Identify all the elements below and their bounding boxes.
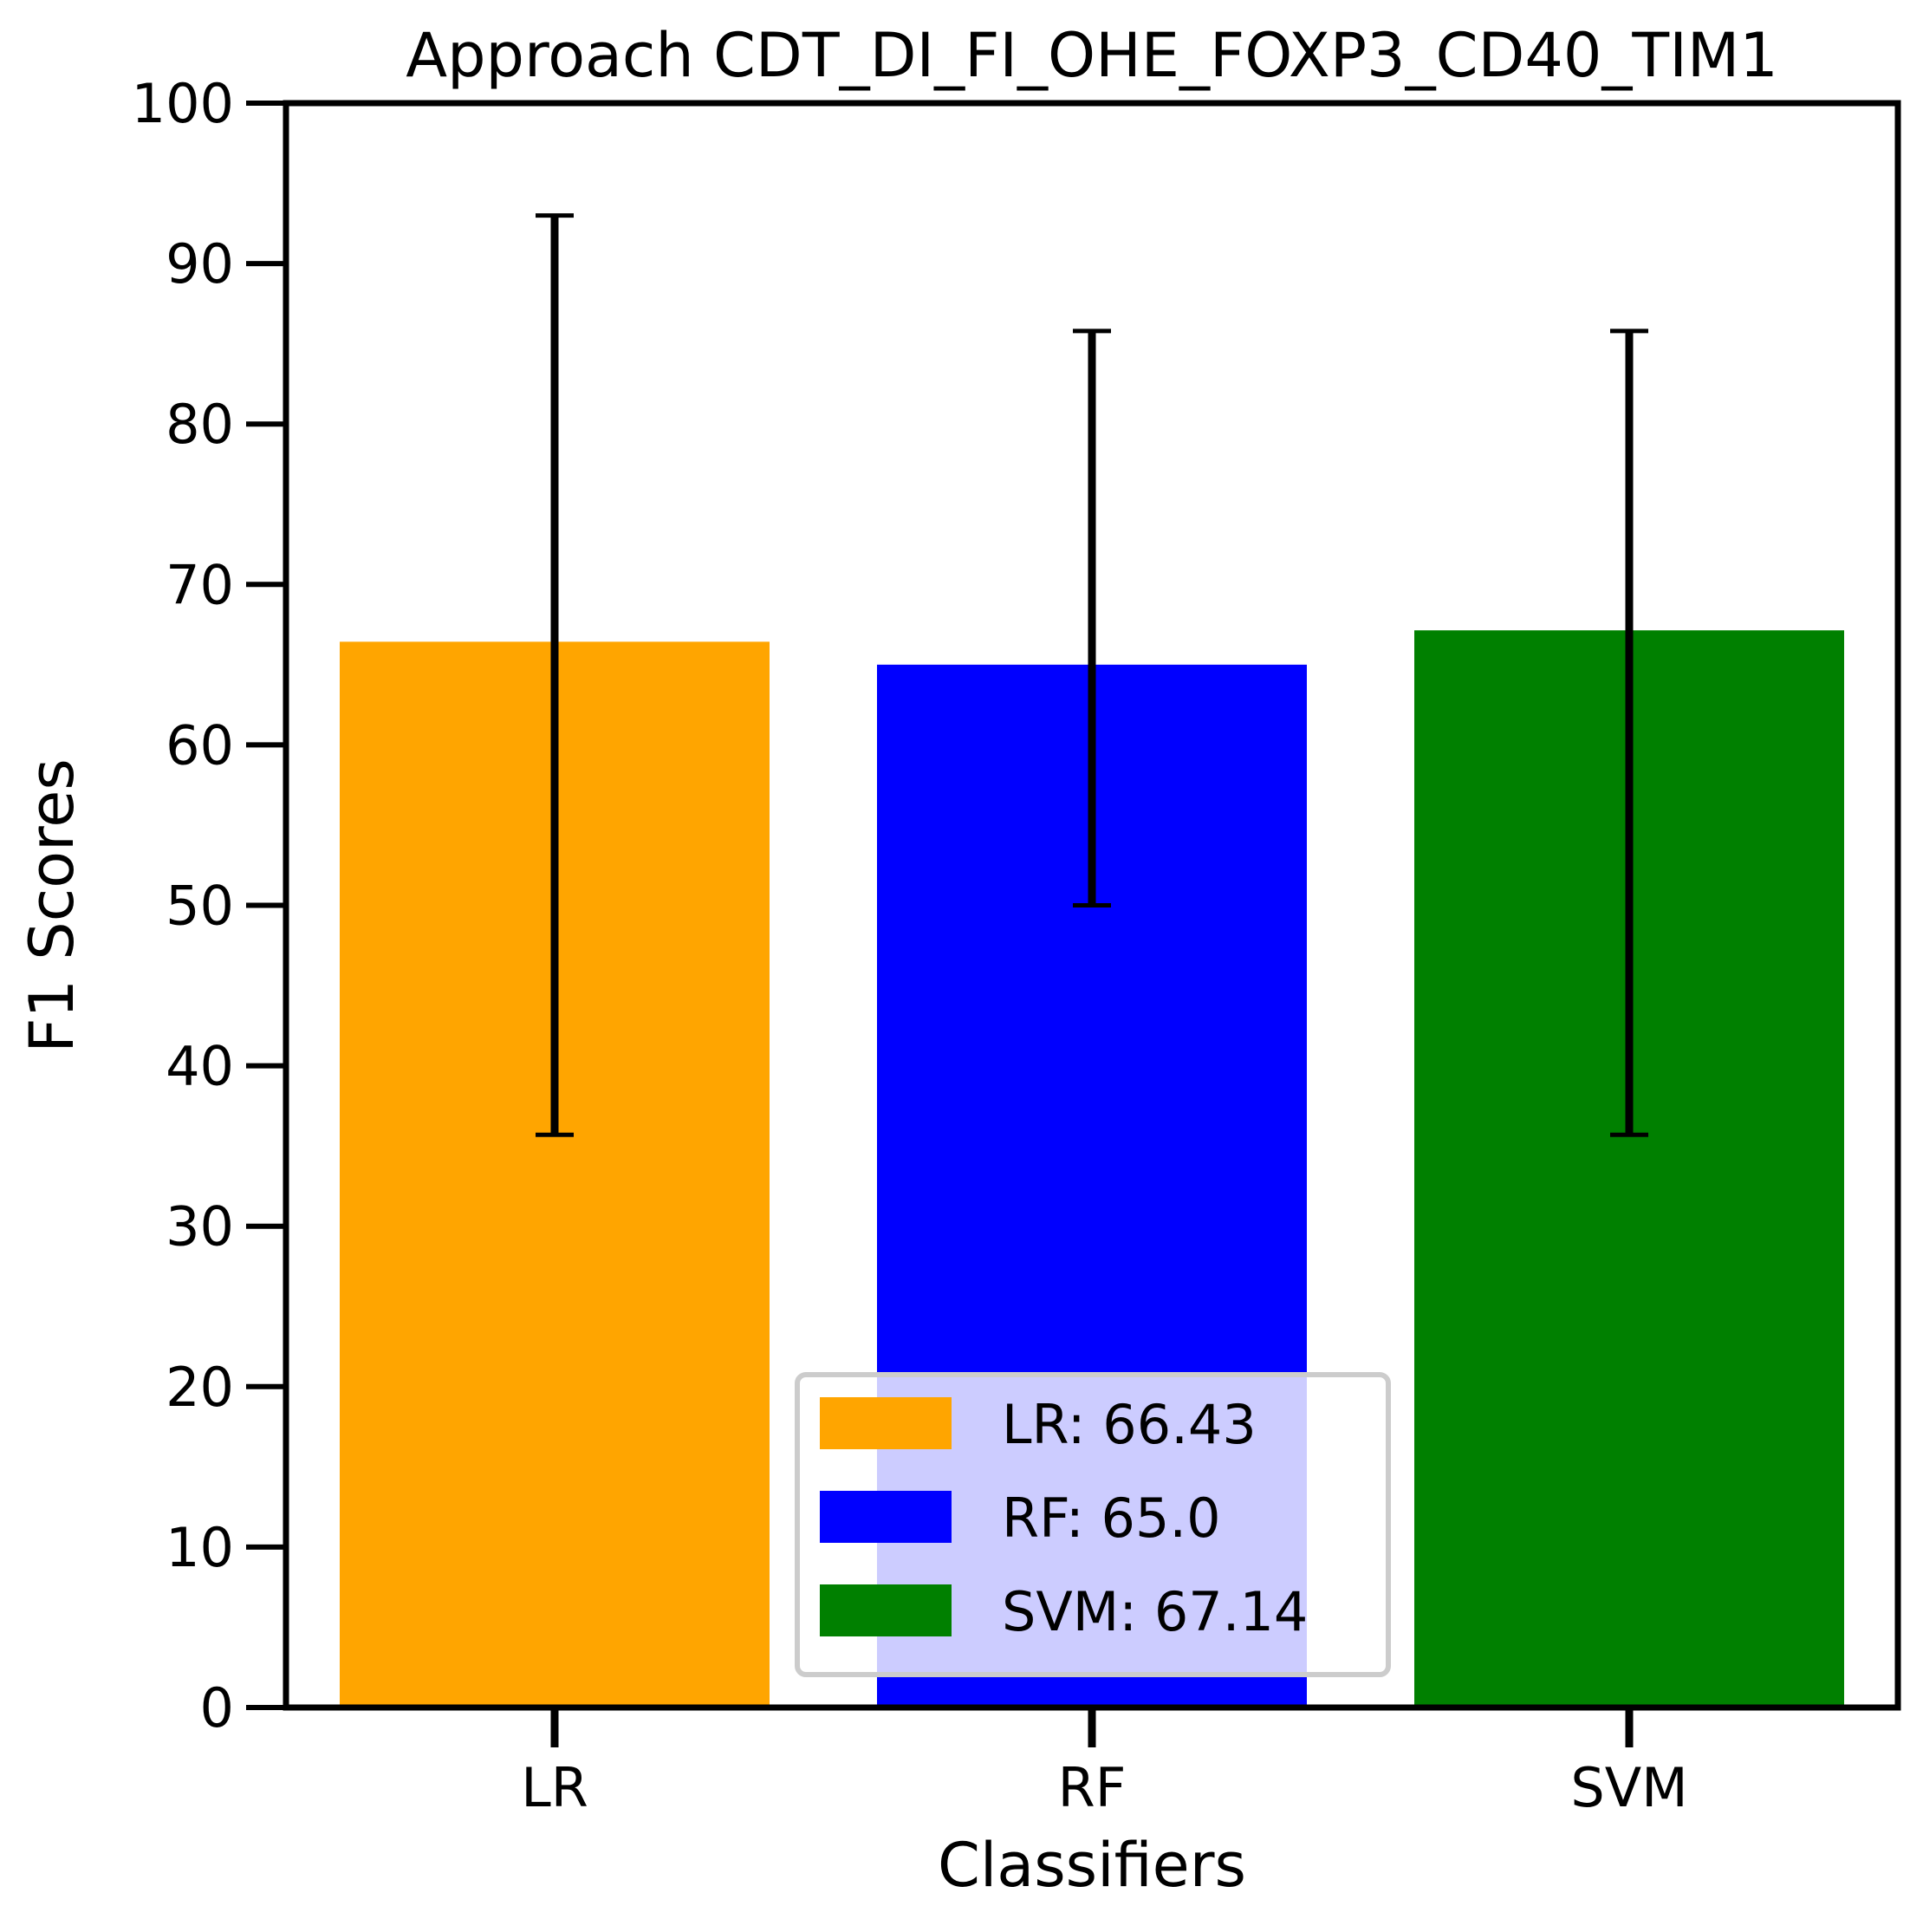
y-tick-label: 70 [166, 553, 234, 616]
legend-label-rf: RF: 65.0 [1002, 1486, 1221, 1550]
y-tick-label: 30 [166, 1195, 234, 1259]
x-tick-label-lr: LR [521, 1756, 588, 1819]
x-tick-label-svm: SVM [1570, 1756, 1687, 1819]
x-tick-label-rf: RF [1058, 1756, 1127, 1819]
y-tick-label: 80 [166, 393, 234, 456]
legend-swatch-svm [820, 1584, 952, 1636]
x-axis: LR RF SVM [521, 1708, 1688, 1819]
chart-title: Approach CDT_DI_FI_OHE_FOXP3_CD40_TIM1 [406, 20, 1778, 91]
y-axis-label: F1 Scores [16, 758, 88, 1053]
y-axis: 0 10 20 30 40 50 60 70 80 90 100 [132, 72, 286, 1740]
legend-label-lr: LR: 66.43 [1002, 1393, 1257, 1456]
y-tick-label: 0 [200, 1676, 234, 1740]
legend-label-svm: SVM: 67.14 [1002, 1580, 1308, 1643]
error-bars-layer [536, 213, 1648, 1137]
y-tick-label: 60 [166, 713, 234, 777]
y-tick-label: 50 [166, 875, 234, 938]
x-axis-label: Classifiers [938, 1830, 1246, 1901]
y-tick-label: 10 [166, 1516, 234, 1579]
legend-swatch-lr [820, 1397, 952, 1449]
y-tick-label: 20 [166, 1356, 234, 1419]
y-tick-label: 40 [166, 1035, 234, 1098]
legend-entries: LR: 66.43 RF: 65.0 SVM: 67.14 [820, 1393, 1308, 1643]
legend-swatch-rf [820, 1491, 952, 1543]
y-tick-label: 90 [166, 232, 234, 296]
legend: LR: 66.43 RF: 65.0 SVM: 67.14 [795, 1372, 1391, 1677]
y-tick-label: 100 [132, 72, 234, 135]
